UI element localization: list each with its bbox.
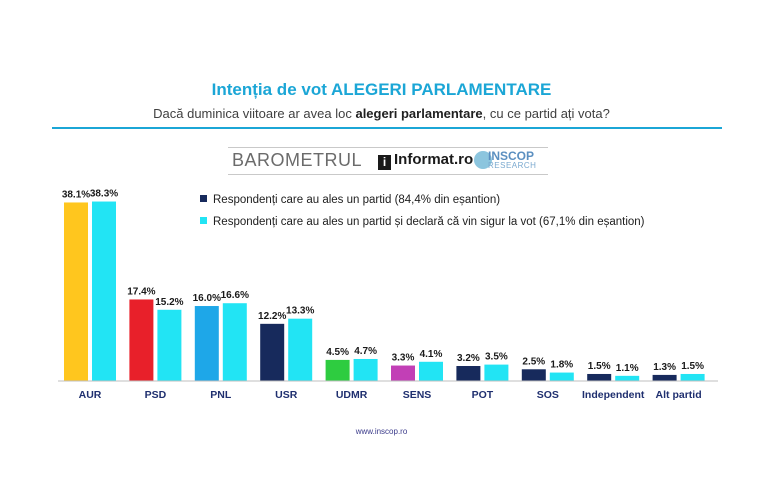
bar-series-1 <box>194 306 219 381</box>
data-label-series-2: 38.3% <box>90 189 118 200</box>
data-label-series-2: 4.1% <box>420 349 443 360</box>
bar-series-1 <box>260 323 285 381</box>
chart-legend: Respondenți care au ales un partid (84,4… <box>200 192 645 236</box>
bar-series-2 <box>484 364 509 381</box>
data-label-series-2: 1.8% <box>550 360 573 371</box>
category-label: Alt partid <box>656 389 702 401</box>
data-label-series-1: 38.1% <box>62 189 90 200</box>
category-label: AUR <box>79 389 102 401</box>
data-label-series-1: 1.3% <box>653 362 676 373</box>
category-label: UDMR <box>336 389 368 401</box>
category-label: Independent <box>582 389 645 401</box>
bar-series-1 <box>129 299 154 381</box>
data-label-series-1: 3.2% <box>457 353 480 364</box>
informat-logo: i Informat.ro <box>378 151 473 170</box>
bar-series-2 <box>549 372 574 381</box>
bar-series-1 <box>456 366 481 381</box>
data-label-series-2: 1.5% <box>681 361 704 372</box>
data-label-series-1: 1.5% <box>588 361 611 372</box>
data-label-series-2: 3.5% <box>485 352 508 363</box>
bar-series-2 <box>157 309 182 381</box>
bar-series-1 <box>587 373 612 381</box>
bar-series-2 <box>353 358 378 381</box>
bar-series-2 <box>680 373 705 381</box>
category-label: POT <box>472 389 494 401</box>
bar-series-2 <box>288 318 313 381</box>
data-label-series-1: 3.3% <box>392 353 415 364</box>
bar-series-2 <box>222 303 247 381</box>
legend-entry-series-1: Respondenți care au ales un partid (84,4… <box>200 192 645 214</box>
chart-subtitle: Dacă duminica viitoare ar avea loc alege… <box>153 106 610 121</box>
category-label: SOS <box>537 389 559 401</box>
legend-swatch <box>200 195 207 202</box>
category-label: PNL <box>210 389 232 401</box>
data-label-series-1: 4.5% <box>326 347 349 358</box>
barometer-label: BAROMETRUL <box>232 150 363 170</box>
chart-title: Intenția de vot ALEGERI PARLAMENTARE <box>211 80 552 99</box>
legend-swatch <box>200 217 207 224</box>
bar-series-2 <box>419 361 443 381</box>
title-divider <box>52 127 722 129</box>
legend-entry-series-2: Respondenți care au ales un partid și de… <box>200 214 645 236</box>
data-label-series-1: 2.5% <box>522 356 545 367</box>
bar-series-2 <box>615 375 640 381</box>
data-label-series-2: 4.7% <box>354 346 377 357</box>
bar-series-1 <box>521 369 546 381</box>
data-label-series-2: 15.2% <box>155 297 183 308</box>
data-label-series-1: 16.0% <box>193 293 221 304</box>
data-label-series-1: 12.2% <box>258 311 286 322</box>
data-label-series-2: 16.6% <box>221 290 249 301</box>
bar-series-1 <box>391 365 415 381</box>
data-label-series-2: 13.3% <box>286 306 314 317</box>
bar-series-2 <box>92 201 116 381</box>
category-label: SENS <box>403 389 432 401</box>
category-label: PSD <box>145 389 167 401</box>
bar-series-1 <box>64 202 88 381</box>
inscop-logo: INSCOP RESEARCH <box>474 149 546 173</box>
data-label-series-1: 17.4% <box>127 286 155 297</box>
data-label-series-2: 1.1% <box>616 363 639 374</box>
barometer-logo: BAROMETRUL i Informat.ro INSCOP RESEARCH <box>228 147 548 175</box>
category-label: USR <box>275 389 298 401</box>
footer-url: www.inscop.ro <box>355 427 408 436</box>
bar-series-1 <box>652 374 677 381</box>
bar-series-1 <box>325 359 350 381</box>
